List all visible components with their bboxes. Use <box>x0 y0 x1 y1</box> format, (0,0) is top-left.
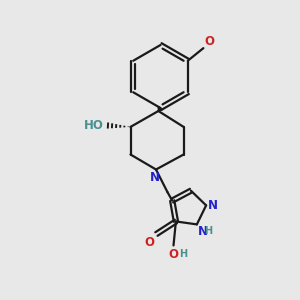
Text: N: N <box>198 225 208 238</box>
Text: N: N <box>208 199 218 212</box>
Text: N: N <box>150 171 160 184</box>
Polygon shape <box>158 106 163 111</box>
Text: O: O <box>204 35 214 48</box>
Text: HO: HO <box>84 118 103 132</box>
Text: H: H <box>179 249 188 259</box>
Text: H: H <box>204 226 212 236</box>
Text: O: O <box>144 236 154 249</box>
Text: O: O <box>169 248 178 261</box>
